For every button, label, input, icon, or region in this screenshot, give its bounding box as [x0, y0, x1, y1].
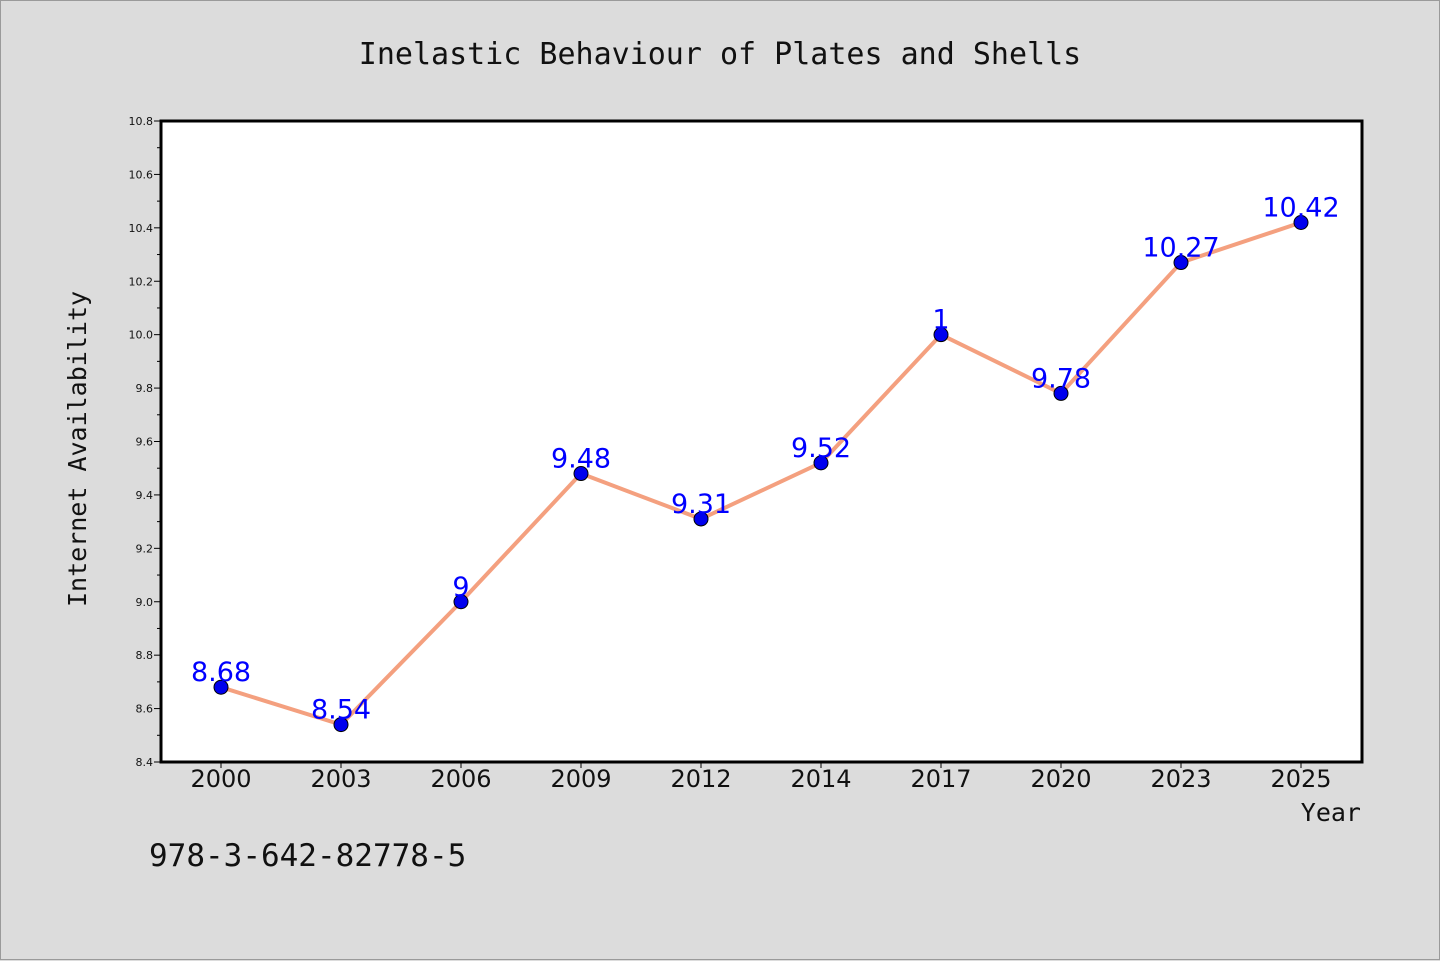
y-tick-label: 9.8 — [136, 382, 154, 395]
data-point — [573, 466, 589, 482]
x-tick-label: 2023 — [1150, 765, 1211, 793]
plot-border — [159, 119, 1364, 764]
ticks-layer: 8.4 8.6 8.8 9.0 9.2 9.4 9.6 9.8 10.0 10.2 10.4 10.6… — [129, 115, 1332, 793]
data-label: 9.52 — [791, 433, 851, 464]
data-label: 9 — [452, 572, 469, 603]
plot-area — [161, 121, 1362, 762]
y-tick-label: 10.2 — [129, 275, 154, 288]
series-layer: 8.68 8.54 9 9.48 9.31 9.52 1 9.78 10.27 10.42 — [191, 192, 1340, 733]
data-label: 8.68 — [191, 657, 251, 688]
y-tick-label: 8.4 — [136, 756, 154, 769]
data-label: 8.54 — [311, 695, 371, 726]
x-tick-label: 2017 — [910, 765, 971, 793]
series-line — [219, 220, 1303, 727]
x-tick-label: 2000 — [190, 765, 251, 793]
data-point — [693, 511, 709, 527]
y-tick-label: 10.0 — [129, 329, 154, 342]
x-tick-label: 2012 — [670, 765, 731, 793]
chart-title: Inelastic Behaviour of Plates and Shells — [359, 37, 1081, 72]
y-tick-label: 10.8 — [129, 115, 154, 128]
y-tick-label: 9.2 — [136, 542, 154, 555]
y-tick-label: 10.6 — [129, 168, 154, 181]
data-label: 9.48 — [551, 444, 611, 475]
x-tick-label: 2006 — [430, 765, 491, 793]
y-tick-label: 9.6 — [136, 436, 154, 449]
y-tick-label: 8.8 — [136, 649, 154, 662]
data-point — [1173, 255, 1189, 271]
data-label: 9.78 — [1031, 363, 1091, 394]
isbn-annotation: 978-3-642-82778-5 — [149, 838, 466, 874]
data-point — [813, 455, 829, 471]
data-point — [213, 679, 229, 695]
y-tick-label: 10.4 — [129, 222, 154, 235]
data-label: 1 — [932, 305, 949, 336]
data-point — [1053, 385, 1069, 401]
y-tick-label: 9.4 — [136, 489, 154, 502]
data-point — [1293, 214, 1309, 230]
data-point — [933, 327, 949, 343]
data-point — [453, 594, 469, 610]
data-label: 10.27 — [1142, 233, 1219, 264]
data-point — [333, 717, 349, 733]
x-axis-label: Year — [1301, 798, 1361, 827]
data-label: 10.42 — [1262, 192, 1339, 223]
x-tick-label: 2009 — [550, 765, 611, 793]
y-axis-label: Internet Availability — [63, 291, 92, 607]
x-tick-label: 2025 — [1270, 765, 1331, 793]
x-tick-label: 2003 — [310, 765, 371, 793]
y-tick-label: 8.6 — [136, 703, 154, 716]
x-tick-label: 2020 — [1030, 765, 1091, 793]
y-tick-label: 9.0 — [136, 596, 154, 609]
data-label: 9.31 — [671, 489, 731, 520]
x-tick-label: 2014 — [790, 765, 851, 793]
